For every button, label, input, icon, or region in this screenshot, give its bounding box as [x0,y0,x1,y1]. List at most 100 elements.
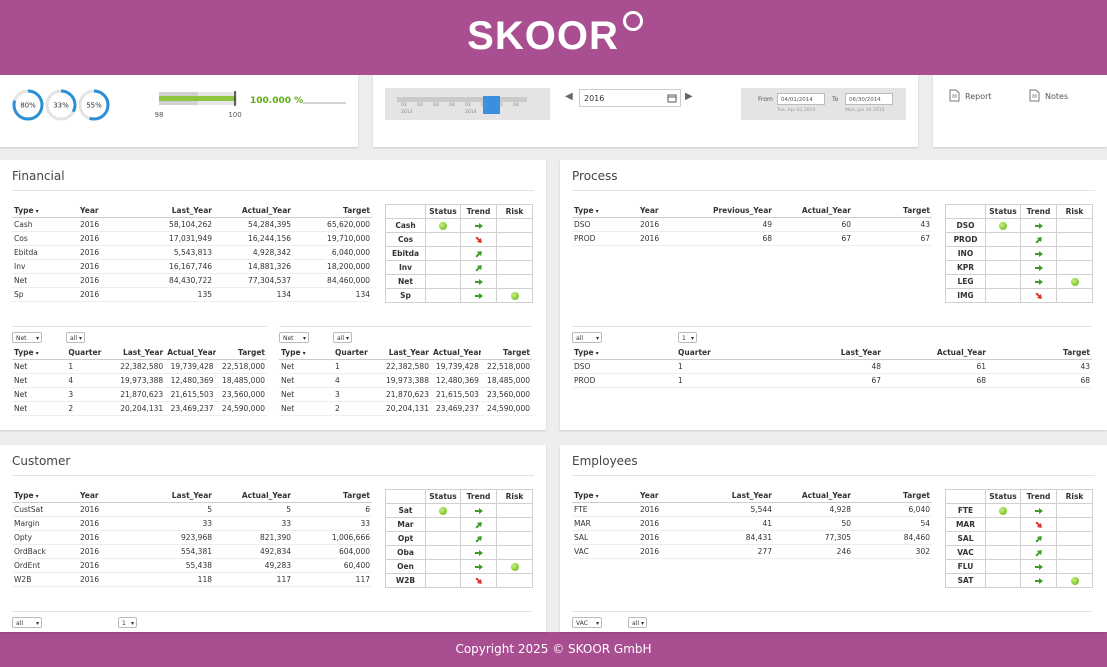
trend-head [1036,522,1042,528]
status-label: Cos [385,232,426,247]
status-dot [439,222,447,230]
column-header[interactable]: Type [572,489,638,503]
table-cell: 77,304,537 [214,273,293,288]
status-label: Cash [385,218,426,233]
trend-arrow [1034,564,1043,570]
table-row: OrdBack 2016 554,381 492,834 604,000 [12,544,372,559]
risk-cell [496,573,533,588]
next-year[interactable]: ▶ [685,91,693,102]
trend-cell [1020,246,1057,261]
table-cell: 24,590,000 [215,401,267,416]
table-cell: Net [279,401,333,416]
table-cell: Margin [12,516,78,531]
risk-cell [1056,531,1093,546]
status-cell [985,288,1021,303]
table-cell: 18,200,000 [293,259,372,274]
table-row: Ebitda 2016 5,543,813 4,928,342 6,040,000 [12,245,372,260]
trend-arrow [1034,265,1043,271]
trend-icon [474,279,483,285]
trend-head [478,279,483,285]
to-input[interactable]: 06/30/2014 [845,93,893,105]
column-header[interactable]: Type [572,204,638,218]
filter-dropdown[interactable]: all [572,332,602,344]
trend-head [476,578,482,584]
filter-dropdown[interactable]: all [333,332,352,344]
table-cell: CustSat [12,502,78,517]
filter-dropdown[interactable]: 1 [118,617,137,629]
table-cell: 22,518,000 [480,359,532,374]
trend-icon [474,564,483,570]
table-cell: 20,204,131 [106,401,166,416]
risk-cell [1056,545,1093,560]
corner-cell [945,204,986,219]
trend-cell [1020,573,1057,588]
status-label: IMG [945,288,986,303]
filter-dropdown[interactable]: all [628,617,647,629]
trend-icon [474,223,483,229]
trend-icon [474,577,482,584]
timeline-selection[interactable] [483,96,500,114]
table-cell: 4,928,342 [214,245,293,260]
report-icon[interactable] [949,89,960,102]
table-row: SAL 2016 84,431 77,305 84,460 [572,530,932,545]
table-row: Net 2 20,204,131 23,469,237 24,590,000 [279,401,532,416]
table-row: Net 1 22,382,580 19,739,428 22,518,000 [12,359,267,374]
trend-icon [1034,251,1043,257]
status-row: Mar [385,517,533,532]
risk-dot [1070,577,1079,585]
status-label: PROD [945,232,986,247]
status-row: Sat [385,503,533,518]
status-label: SAL [945,531,986,546]
trend-icon [1034,292,1042,299]
status-table: Status Trend Risk Sat Mar Opt Oba Oen W2B [385,489,533,588]
filter-dropdown[interactable]: all [12,617,42,629]
column-header[interactable]: Type [279,346,333,360]
table-cell: 2016 [78,516,138,531]
column-header[interactable]: Type [12,346,67,360]
prev-year[interactable]: ◀ [565,91,573,102]
status-cell [985,531,1021,546]
trend-cell [460,288,497,303]
filter-dropdown[interactable]: all [66,332,85,344]
column-header: Last_Year [138,204,214,218]
notes-link[interactable]: Notes [1045,92,1069,101]
filter-dropdown[interactable]: VAC [572,617,602,629]
column-header: Last_Year [106,346,166,360]
year-input[interactable]: 2016 [579,89,681,107]
trend-cell [1020,503,1057,518]
table-cell: Net [12,373,67,388]
gauge-label: 80% [20,102,36,110]
column-header[interactable]: Type [12,489,78,503]
trend-cell [460,559,497,574]
table-row: VAC 2016 277 246 302 [572,544,932,559]
trend-icon [1034,237,1042,244]
table-cell: 24,590,000 [480,401,532,416]
status-cell [425,260,461,275]
table-cell: 3 [66,387,107,402]
column-header: Status [425,489,461,504]
report-link[interactable]: Report [965,92,992,101]
from-input[interactable]: 04/01/2014 [777,93,825,105]
column-header[interactable]: Type [12,204,78,218]
filter-dropdown[interactable]: Net [12,332,42,344]
filter-dropdown[interactable]: Net [279,332,309,344]
trend-cell [460,531,497,546]
status-label: SAT [945,573,986,588]
calendar-icon[interactable] [667,93,677,103]
trend-head [1038,223,1043,229]
section-rule [12,611,532,612]
table-cell: 21,870,623 [372,387,431,402]
risk-cell [1056,232,1093,247]
filter-dropdown[interactable]: 1 [678,332,697,344]
column-header[interactable]: Type [572,346,676,360]
table-cell: 117 [214,572,293,587]
trend-icon [1034,564,1043,570]
notes-icon[interactable] [1029,89,1040,102]
table-cell: 19,710,000 [293,231,372,246]
status-row: PROD [945,232,1093,247]
column-header: Risk [1056,204,1093,219]
status-cell [985,274,1021,289]
table-cell: 2 [66,401,107,416]
timeline[interactable]: 01 02 03 04 01 02 03 04 2013 2014 [385,88,550,120]
